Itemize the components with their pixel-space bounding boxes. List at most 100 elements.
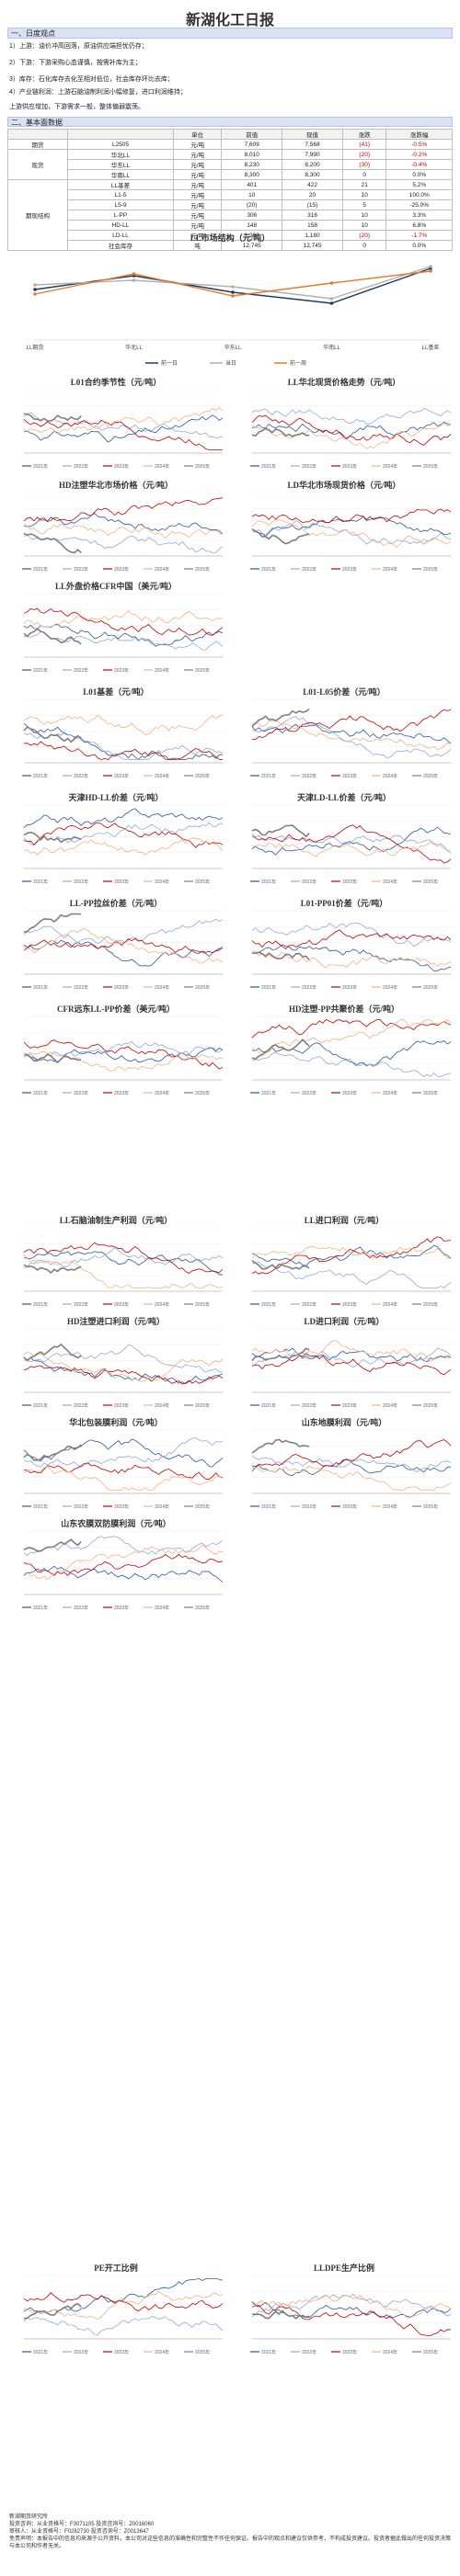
legend-label: 2024年 bbox=[155, 1402, 169, 1409]
year-series-line bbox=[23, 837, 224, 856]
legend-label: 2025年 bbox=[195, 1504, 210, 1510]
year-series-line bbox=[251, 508, 452, 524]
chg-cell: (41) bbox=[341, 139, 387, 150]
curr-cell: 422 bbox=[282, 179, 343, 190]
chg-cell: 10 bbox=[341, 189, 387, 200]
chg-cell: (20) bbox=[341, 149, 387, 160]
pct-cell: -0.5% bbox=[385, 139, 453, 150]
year-series-line bbox=[251, 929, 452, 950]
pct-cell: 3.3% bbox=[385, 210, 453, 221]
footer-org: 新湖期货研究所 bbox=[9, 2514, 49, 2520]
seasonal-chart: HD注塑进口利润（元/吨） 2021年 2022年 2023年 2024年 2025年 bbox=[22, 1316, 224, 1409]
table-row: HD-LL 元/吨 148 158 10 6.8% bbox=[8, 220, 453, 231]
col-group bbox=[7, 129, 68, 140]
group-cell: 现货 bbox=[7, 149, 68, 180]
legend-label: 2023年 bbox=[342, 879, 357, 885]
seasonal-chart: 山东地膜利润（元/吨） 2021年 2022年 2023年 2024年 2025年 bbox=[250, 1417, 452, 1510]
legend-label: 2021年 bbox=[261, 1402, 276, 1409]
year-series-line bbox=[23, 918, 224, 945]
curr-cell: 12,745 bbox=[282, 240, 343, 251]
legend-label: 2022年 bbox=[74, 463, 88, 470]
legend-label: 2022年 bbox=[302, 984, 316, 991]
legend-label: 2022年 bbox=[74, 1605, 88, 1611]
legend-label: 2023年 bbox=[114, 773, 129, 779]
year-series-line bbox=[23, 937, 224, 954]
prev-cell: 306 bbox=[221, 210, 283, 221]
item-cell: 华东LL bbox=[67, 159, 174, 170]
year-series-line bbox=[23, 1264, 82, 1275]
legend-label: 2021年 bbox=[261, 1301, 276, 1308]
category-label: 华南LL bbox=[323, 344, 340, 351]
year-series-line bbox=[23, 822, 223, 846]
unit-cell: 元/吨 bbox=[172, 139, 223, 150]
legend-label: 2025年 bbox=[423, 773, 438, 779]
pct-cell: -0.2% bbox=[385, 149, 453, 160]
legend-label: 2023年 bbox=[342, 1301, 357, 1308]
paragraph-summary: 上游供应增加，下游需求一般，整体偏弱震荡。 bbox=[9, 104, 144, 110]
unit-cell: 元/吨 bbox=[172, 199, 223, 210]
year-series-line bbox=[251, 2293, 452, 2318]
year-series-line bbox=[251, 826, 452, 856]
legend-label: 2021年 bbox=[33, 1402, 48, 1409]
item-cell: L1-5 bbox=[67, 189, 174, 200]
prev-cell: (20) bbox=[221, 199, 283, 210]
legend-label: 2025年 bbox=[195, 1301, 210, 1308]
year-series-line bbox=[23, 1538, 82, 1553]
year-series-line bbox=[23, 630, 224, 651]
legend-label: 2022年 bbox=[302, 463, 316, 470]
legend-label: 2021年 bbox=[33, 667, 48, 674]
seasonal-chart: LL-PP拉丝价差（元/吨） 2021年 2022年 2023年 2024年 2025年 bbox=[22, 898, 224, 991]
chg-cell: 5 bbox=[341, 199, 387, 210]
year-series-line bbox=[23, 726, 82, 743]
curr-cell: 7,990 bbox=[282, 149, 343, 160]
seasonal-chart: 山东农膜双防膜利润（元/吨） 2021年 2022年 2023年 2024年 2025年 bbox=[22, 1518, 224, 1611]
seasonal-chart: L01-PP01价差（元/吨） 2021年 2022年 2023年 2024年 2025年 bbox=[250, 898, 452, 991]
year-series-line bbox=[251, 709, 452, 741]
chart-title: 山东地膜利润（元/吨） bbox=[302, 1417, 387, 1427]
table-row: L1-5 元/吨 10 20 10 100.0% bbox=[8, 189, 453, 200]
section-1-heading: 一、日度观点 bbox=[7, 28, 453, 39]
item-cell: 华北LL bbox=[67, 149, 174, 160]
legend-label: 2025年 bbox=[195, 1402, 210, 1409]
prev-cell: 7,609 bbox=[221, 139, 283, 150]
item-cell: L5-9 bbox=[67, 199, 174, 210]
year-series-line bbox=[23, 1242, 224, 1275]
legend-label: 2024年 bbox=[155, 566, 169, 573]
year-series-line bbox=[23, 1444, 82, 1461]
legend-label: 2024年 bbox=[383, 1301, 397, 1308]
year-series-line bbox=[251, 824, 452, 864]
series-point bbox=[132, 272, 136, 276]
legend-label: 2025年 bbox=[195, 1605, 210, 1611]
legend-label: 当日 bbox=[225, 359, 236, 367]
seasonal-chart: L01-L05价差（元/吨） 2021年 2022年 2023年 2024年 2025年 bbox=[250, 687, 452, 779]
legend-label: 2021年 bbox=[33, 1301, 48, 1308]
year-series-line bbox=[251, 1347, 310, 1362]
legend-label: 2024年 bbox=[383, 879, 397, 885]
series-point bbox=[33, 288, 37, 291]
chg-cell: 0 bbox=[341, 169, 387, 180]
legend-label: 2023年 bbox=[114, 2349, 129, 2355]
footer-analyst: 投资咨询：从业资格号：F3071105 投资咨询号：Z0016060 bbox=[9, 2522, 155, 2527]
chart-title: CFR远东LL-PP价差（美元/吨） bbox=[57, 1004, 175, 1014]
seasonal-chart: 天津LD-LL价差（元/吨） 2021年 2022年 2023年 2024年 2025年 bbox=[250, 792, 452, 885]
pct-cell: 100.0% bbox=[385, 189, 453, 200]
chart-title: LL-PP拉丝价差（元/吨） bbox=[70, 898, 163, 908]
legend-label: 2023年 bbox=[342, 1090, 357, 1096]
curr-cell: 316 bbox=[282, 210, 343, 221]
curr-cell: 7,568 bbox=[282, 139, 343, 150]
year-series-line bbox=[23, 623, 224, 647]
legend-label: 2023年 bbox=[114, 463, 129, 470]
year-series-line bbox=[251, 519, 452, 549]
seasonal-chart: L01基差（元/吨） 2021年 2022年 2023年 2024年 2025年 bbox=[22, 687, 224, 779]
unit-cell: 元/吨 bbox=[172, 159, 223, 170]
legend-label: 2021年 bbox=[33, 2349, 48, 2355]
year-series-line bbox=[23, 2292, 224, 2312]
year-series-line bbox=[251, 1051, 452, 1078]
paragraph-inventory: 3）库存：石化库存去化至相对低位，社会库存环比去库； bbox=[9, 76, 174, 83]
table-row: 华南LL 元/吨 8,300 8,300 0 0.0% bbox=[8, 169, 453, 180]
legend-label: 2024年 bbox=[155, 879, 169, 885]
series-point bbox=[429, 269, 432, 273]
category-label: 华东LL bbox=[224, 344, 242, 351]
series-point bbox=[429, 265, 432, 268]
table-row: 期货 L2505 元/吨 7,609 7,568 (41) -0.5% bbox=[7, 139, 453, 150]
